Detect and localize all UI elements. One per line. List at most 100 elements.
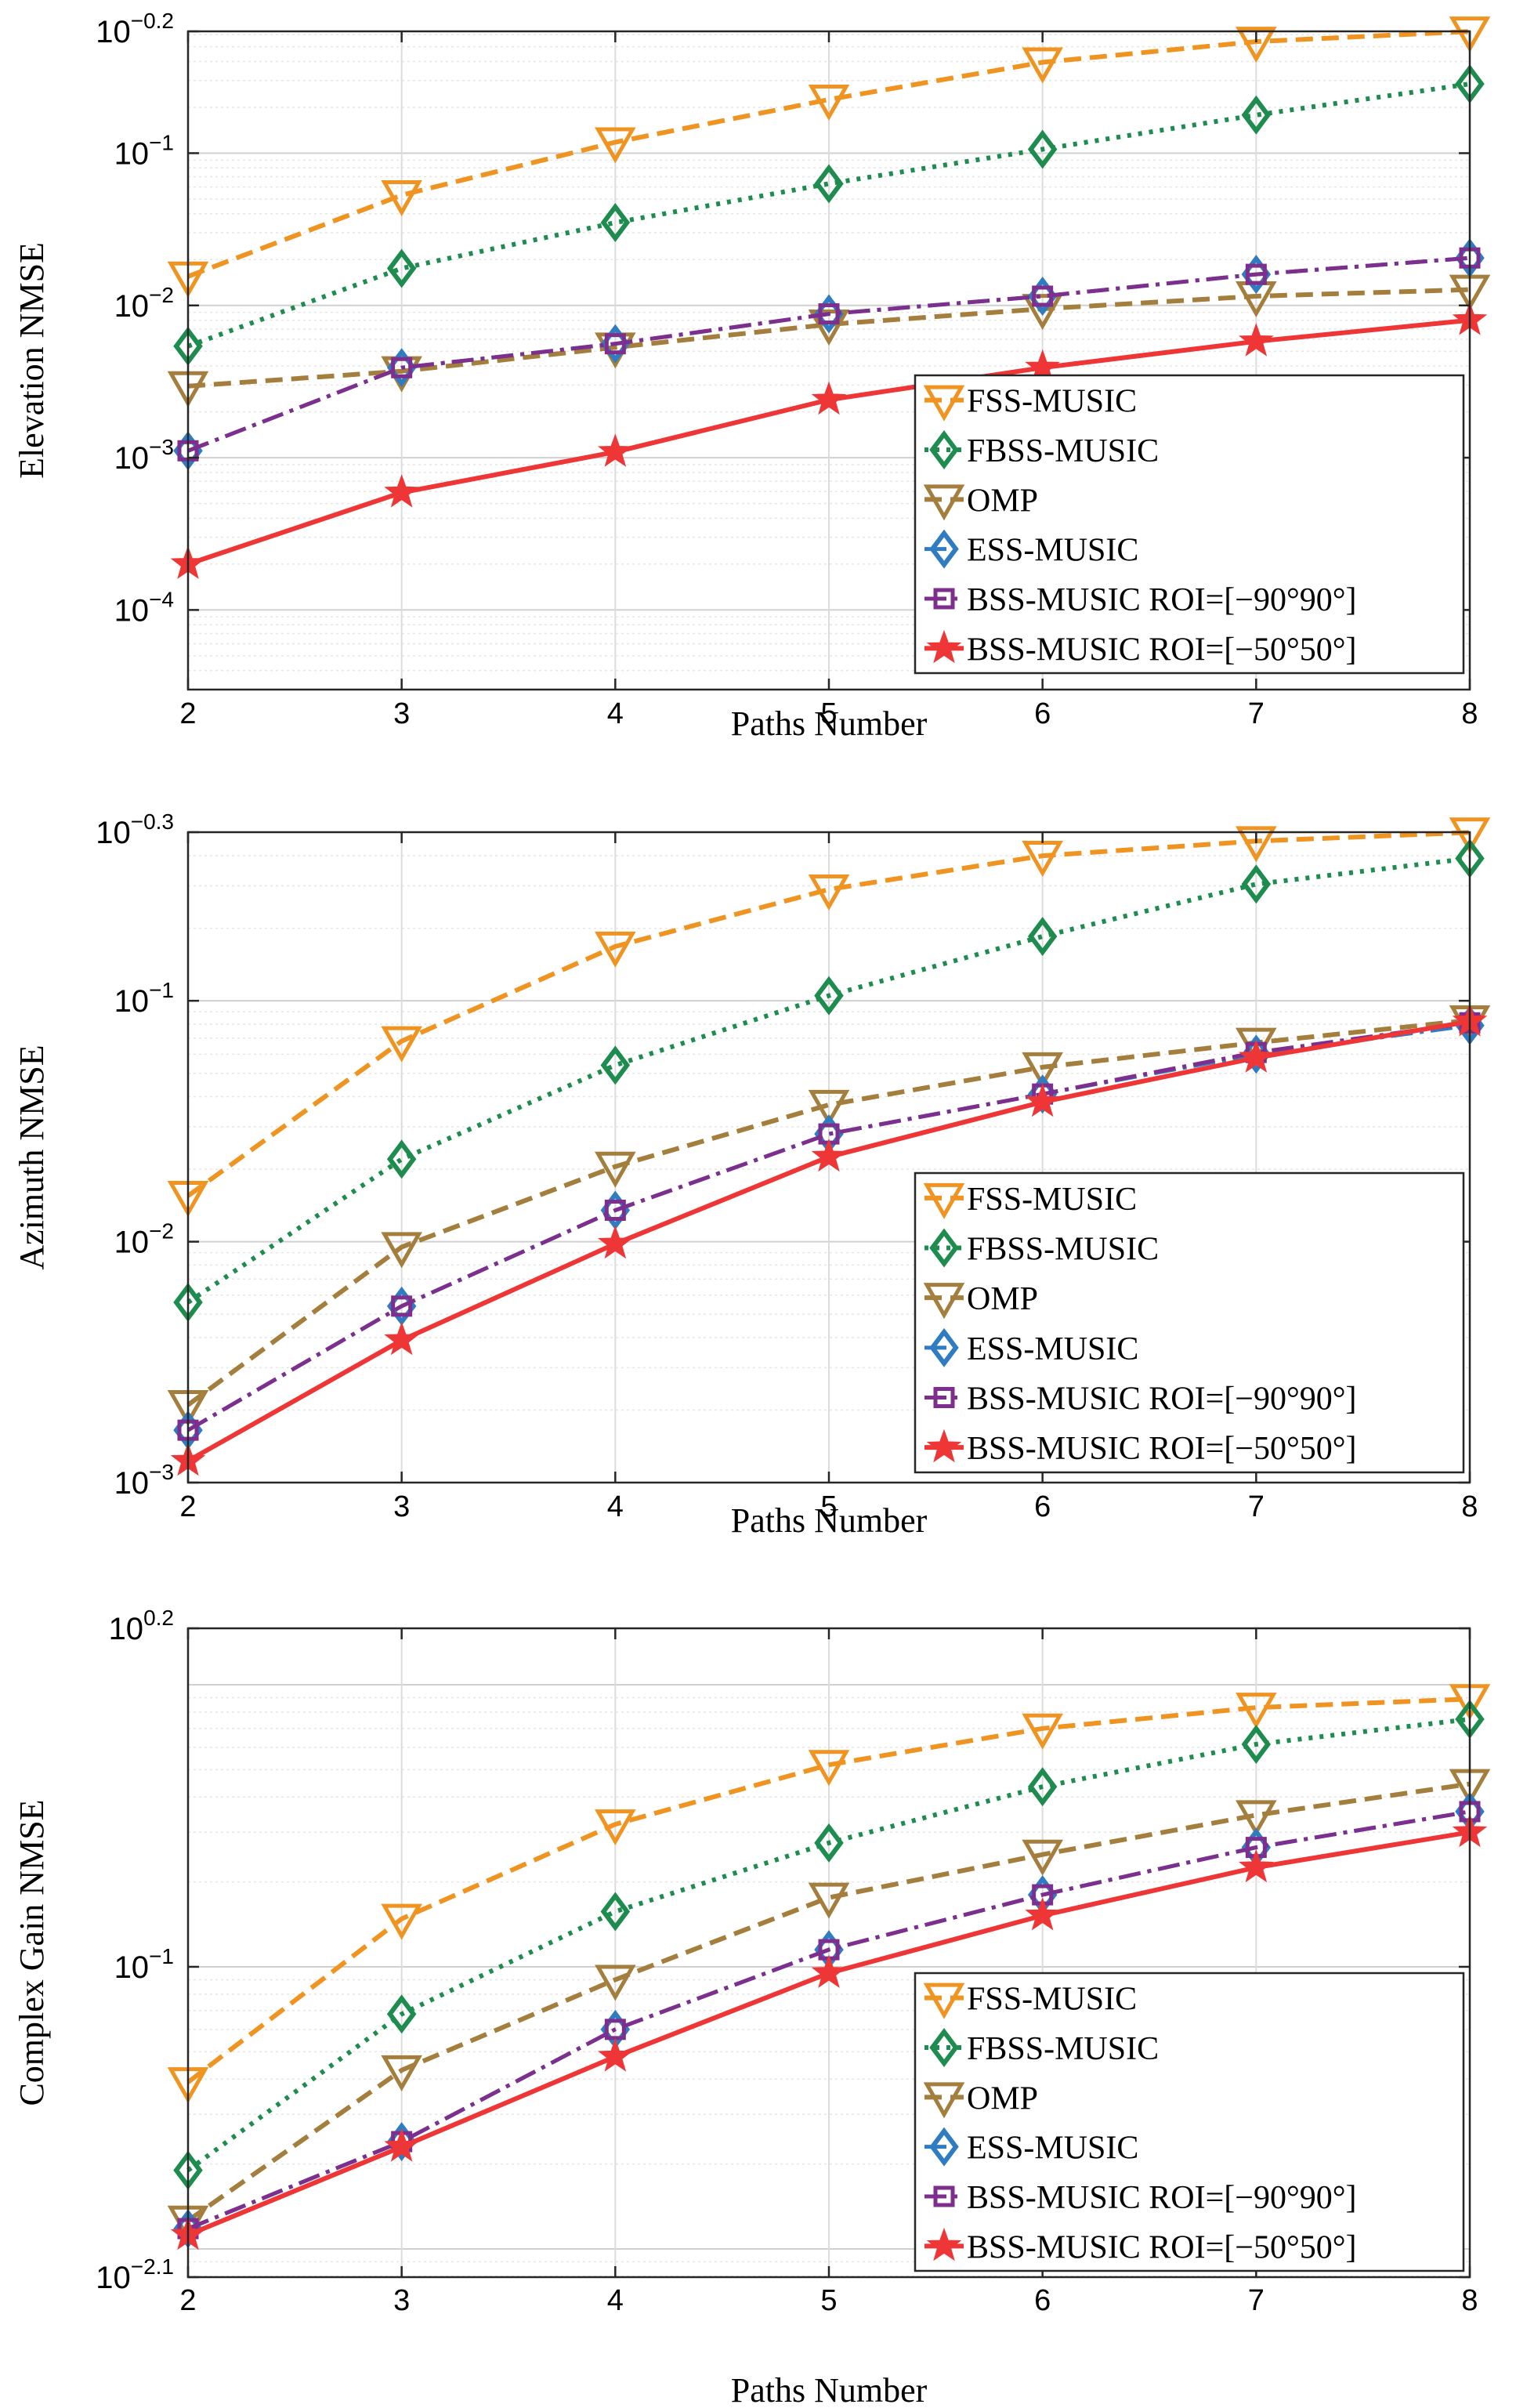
y-tick-label: 10−1 [114, 130, 174, 171]
data-point [1236, 1800, 1277, 1837]
legend-entry: BSS-MUSIC ROI=[−90°90°] [924, 1381, 1357, 1418]
x-axis-label: Paths Number [731, 1501, 928, 1540]
data-point [814, 164, 844, 204]
data-point [808, 1089, 850, 1126]
data-point [818, 303, 840, 325]
y-tick-label: 10−2 [114, 283, 174, 324]
chart-panel-3: 2 3 4 5 6 7 8 10−2.1 10−1 100.2 Paths Number Comple… [13, 1606, 1491, 2408]
data-point [1027, 1767, 1058, 1807]
legend-label: FBSS-MUSIC [967, 1232, 1159, 1268]
data-point [595, 1809, 636, 1846]
y-tick-label: 10−2.1 [96, 2254, 174, 2295]
data-point [381, 1026, 422, 1063]
legend-marker [929, 1228, 959, 1268]
legend-label: OMP [967, 1281, 1038, 1317]
legend-marker [933, 588, 955, 610]
legend-marker [923, 1182, 965, 1219]
legend: FSS-MUSIC FBSS-MUSIC OMP ESS-MUSIC BSS-MUSIC… [914, 374, 1465, 675]
x-tick-label: 4 [607, 1490, 624, 1523]
legend-label: ESS-MUSIC [967, 2131, 1138, 2167]
legend-label: BSS-MUSIC ROI=[−50°50°] [967, 2229, 1357, 2265]
x-tick-label: 6 [1034, 697, 1051, 730]
series-line [186, 1781, 1471, 2223]
data-point [1022, 1713, 1063, 1750]
data-point [600, 203, 631, 243]
series-2 [173, 838, 1485, 1322]
x-tick-label: 5 [820, 1490, 837, 1523]
legend-entry: BSS-MUSIC ROI=[−50°50°] [924, 2227, 1357, 2265]
series-line [186, 1716, 1471, 2173]
legend-marker [929, 529, 959, 569]
data-point [604, 1200, 626, 1222]
legend-label: BSS-MUSIC ROI=[−90°90°] [967, 2180, 1357, 2216]
x-tick-label: 5 [820, 2284, 837, 2317]
data-point [595, 1964, 636, 2001]
legend-marker [923, 2082, 965, 2119]
legend-label: FBSS-MUSIC [967, 2031, 1159, 2067]
data-point [1241, 95, 1272, 135]
legend-entry: FBSS-MUSIC [924, 2028, 1159, 2067]
data-point [384, 2128, 420, 2162]
data-point [1241, 864, 1272, 904]
legend-entry: FSS-MUSIC [923, 1982, 1137, 2019]
legend-label: ESS-MUSIC [967, 533, 1138, 569]
legend-label: BSS-MUSIC ROI=[−50°50°] [967, 632, 1357, 668]
y-tick-label: 10−0.2 [96, 9, 174, 49]
data-point [1238, 1039, 1274, 1073]
y-tick-label: 10−3 [114, 435, 174, 476]
data-point [386, 1994, 417, 2034]
series-line [186, 856, 1471, 1305]
legend-marker [929, 430, 959, 469]
legend-box [914, 374, 1465, 675]
data-point [381, 1903, 422, 1940]
legend-marker [926, 1429, 962, 1463]
legend-entry: OMP [923, 2080, 1038, 2119]
data-point [1032, 285, 1054, 307]
legend-entry: ESS-MUSIC [924, 529, 1138, 569]
x-tick-label: 8 [1461, 697, 1478, 730]
x-tick-label: 4 [607, 2284, 624, 2317]
data-point [1025, 1083, 1061, 1117]
data-point [1238, 323, 1274, 357]
legend-label: OMP [967, 483, 1038, 519]
series-line [186, 1020, 1471, 1432]
x-axis-label: Paths Number [731, 2371, 928, 2408]
y-tick-label: 10−3 [114, 1460, 174, 1501]
y-tick-label: 10−4 [114, 587, 174, 628]
legend-marker [923, 1283, 965, 1320]
legend-label: FSS-MUSIC [967, 1182, 1137, 1218]
data-point [808, 310, 850, 346]
data-point [604, 2019, 626, 2040]
data-point [391, 357, 413, 378]
x-tick-label: 2 [179, 697, 196, 730]
legend-label: BSS-MUSIC ROI=[−90°90°] [967, 582, 1357, 618]
data-point [386, 1139, 417, 1179]
x-tick-label: 2 [179, 2284, 196, 2317]
data-point [1027, 917, 1058, 957]
data-point [1022, 294, 1063, 331]
data-point [597, 1225, 633, 1259]
legend-entry: BSS-MUSIC ROI=[−90°90°] [924, 582, 1357, 618]
data-point [1022, 1839, 1063, 1876]
data-point [1238, 1849, 1274, 1883]
data-point [386, 248, 417, 288]
data-point [391, 1295, 413, 1317]
legend-entry: ESS-MUSIC [924, 2127, 1138, 2167]
x-tick-label: 3 [393, 2284, 410, 2317]
legend-entry: OMP [923, 483, 1038, 521]
x-tick-label: 3 [393, 697, 410, 730]
legend-marker [933, 1387, 955, 1408]
data-point [1025, 1897, 1061, 1931]
y-axis-label: Azimuth NMSE [13, 1045, 51, 1269]
legend-label: FSS-MUSIC [967, 384, 1137, 420]
data-point [384, 474, 420, 508]
y-tick-label: 10−1 [114, 1944, 174, 1985]
legend-entry: FSS-MUSIC [923, 384, 1137, 422]
legend-entry: FBSS-MUSIC [924, 1228, 1159, 1268]
legend-marker [929, 2127, 959, 2167]
x-tick-label: 2 [179, 1490, 196, 1523]
x-tick-label: 8 [1461, 2284, 1478, 2317]
y-axis-label: Complex Gain NMSE [13, 1799, 51, 2106]
x-tick-label: 5 [820, 697, 837, 730]
